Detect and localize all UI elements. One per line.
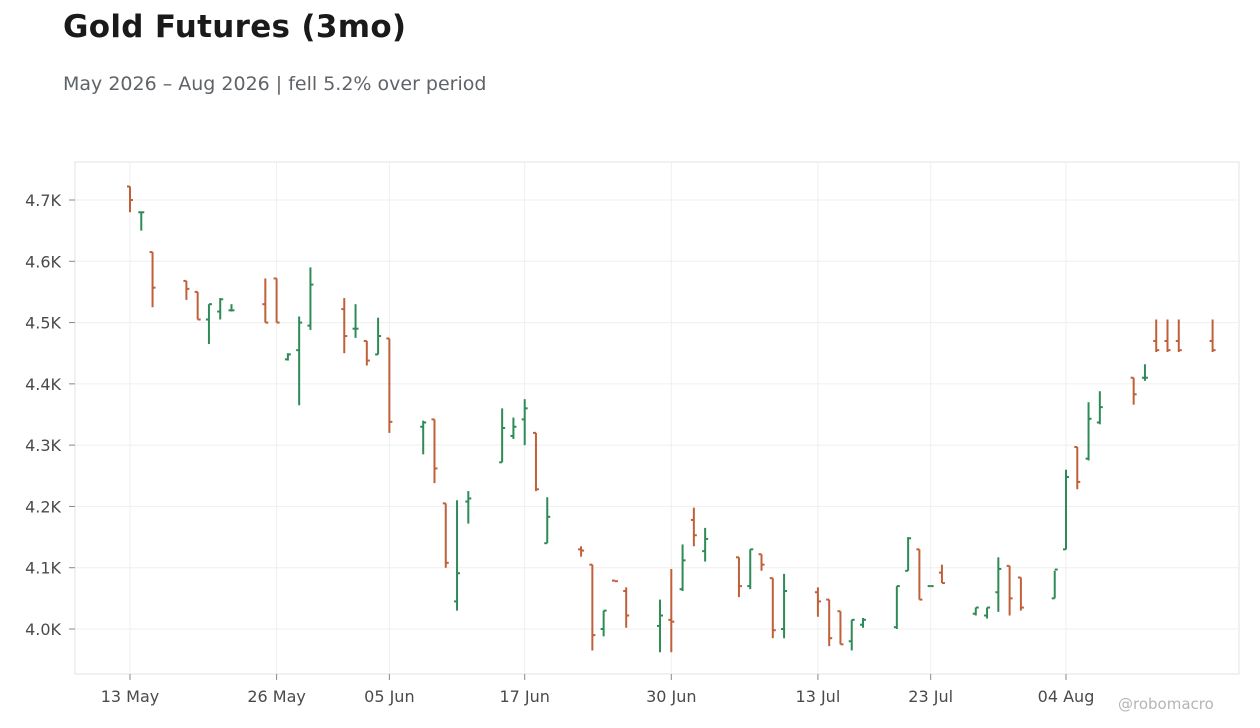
ohlc-bar (860, 617, 867, 628)
ohlc-bar (183, 279, 190, 300)
x-tick-label: 30 Jun (646, 687, 696, 706)
ohlc-bar (149, 251, 156, 308)
ohlc-bar (307, 267, 314, 330)
ohlc-bar (375, 317, 382, 356)
ohlc-bar (544, 497, 551, 545)
ohlc-bar (578, 546, 585, 557)
credit-watermark: @robomacro (1118, 695, 1214, 713)
ohlc-bar (454, 500, 461, 611)
ohlc-bar (1096, 391, 1103, 425)
ohlc-bar (273, 277, 280, 324)
ohlc-bar (1074, 445, 1081, 490)
ohlc-bar (916, 548, 923, 601)
ohlc-bar (1164, 319, 1171, 352)
ohlc-bar (465, 491, 472, 524)
ohlc-bar (217, 298, 224, 320)
ohlc-bar (521, 399, 528, 446)
ohlc-bar (341, 298, 348, 354)
ohlc-bar (442, 502, 449, 568)
y-tick-label: 4.3K (25, 436, 61, 455)
ohlc-bar (284, 353, 291, 361)
ohlc-bar (747, 548, 754, 590)
ohlc-bar (296, 316, 303, 406)
ohlc-bar (893, 585, 900, 629)
ohlc-bar (1006, 564, 1013, 616)
ohlc-bar (690, 507, 697, 547)
grid-lines (75, 162, 1239, 674)
ohlc-bar (1051, 568, 1058, 600)
ohlc-bar (205, 303, 212, 345)
ohlc-bar (972, 606, 979, 616)
ohlc-bar (1209, 319, 1216, 352)
plot-area (74, 161, 1240, 675)
x-tick-label: 04 Aug (1038, 687, 1095, 706)
chart-subtitle: May 2026 – Aug 2026 | fell 5.2% over per… (63, 73, 487, 95)
ohlc-bar (262, 278, 269, 324)
ohlc-bar (510, 417, 517, 440)
y-axis: 4.0K 4.1K 4.2K 4.3K 4.4K 4.5K 4.6K 4.7K (25, 191, 75, 639)
ohlc-bar (623, 587, 630, 628)
ohlc-bar (1085, 402, 1092, 461)
ohlc-bar (735, 556, 742, 598)
ohlc-bar (611, 579, 618, 583)
ohlc-bar (1130, 376, 1137, 405)
ohlc-bar (984, 606, 991, 619)
ohlc-bar (995, 557, 1002, 612)
ohlc-bar (363, 339, 370, 366)
ohlc-bar (386, 337, 393, 433)
ohlc-bar (532, 431, 539, 492)
ohlc-bar (431, 418, 438, 484)
y-tick-label: 4.4K (25, 375, 61, 394)
ohlc-bar (781, 573, 788, 639)
y-tick-label: 4.7K (25, 191, 61, 210)
y-tick-label: 4.6K (25, 252, 61, 271)
ohlc-bar (826, 598, 833, 647)
y-tick-label: 4.0K (25, 620, 61, 639)
ohlc-bar (127, 185, 133, 213)
ohlc-bar (194, 290, 201, 321)
ohlc-bar (1141, 364, 1148, 381)
ohlc-bar (589, 563, 596, 651)
ohlc-bar (848, 618, 855, 651)
x-tick-label: 05 Jun (364, 687, 414, 706)
ohlc-bar (1063, 469, 1069, 551)
ohlc-bar (1153, 319, 1160, 352)
ohlc-bar (352, 304, 359, 338)
x-tick-label: 26 May (247, 687, 306, 706)
ohlc-bar (600, 609, 607, 637)
ohlc-bars (127, 185, 1216, 653)
ohlc-bar (679, 544, 686, 592)
chart-title: Gold Futures (3mo) (63, 9, 407, 45)
ohlc-bar (228, 304, 235, 312)
ohlc-bar (814, 587, 821, 617)
x-tick-label: 17 Jun (499, 687, 549, 706)
ohlc-bar (1175, 319, 1182, 352)
ohlc-bar (499, 408, 506, 464)
y-tick-label: 4.5K (25, 314, 61, 333)
ohlc-bar (758, 553, 765, 571)
x-tick-label: 13 May (101, 687, 160, 706)
ohlc-bar (702, 527, 709, 562)
ohlc-bar (1017, 576, 1024, 611)
y-tick-label: 4.1K (25, 559, 61, 578)
ohlc-bar (905, 537, 912, 572)
x-tick-label: 23 Jul (908, 687, 953, 706)
ohlc-bar (657, 599, 664, 653)
x-axis: 13 May 26 May 05 Jun 17 Jun 30 Jun 13 Jul 23 J… (101, 674, 1095, 706)
ohlc-bar (837, 610, 844, 646)
ohlc-bar (138, 211, 145, 231)
ohlc-bar (420, 420, 427, 455)
ohlc-bar (769, 577, 776, 639)
x-tick-label: 13 Jul (796, 687, 841, 706)
ohlc-bar (668, 568, 675, 653)
ohlc-bar (938, 564, 945, 585)
y-tick-label: 4.2K (25, 497, 61, 516)
